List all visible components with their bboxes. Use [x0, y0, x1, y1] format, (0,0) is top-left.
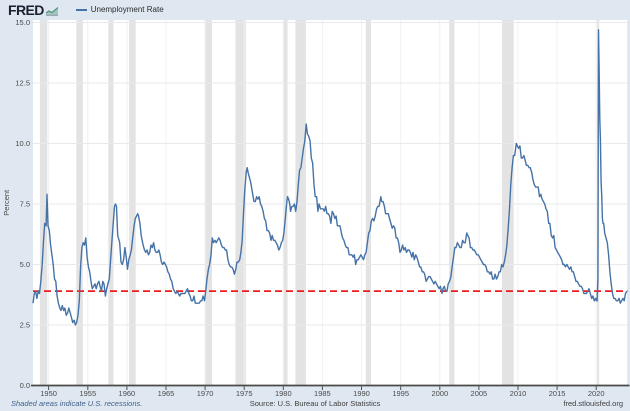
x-tick-label: 1970: [197, 389, 214, 398]
legend-label: Unemployment Rate: [90, 5, 164, 14]
x-tick-label: 2015: [549, 389, 566, 398]
x-tick-label: 1955: [79, 389, 96, 398]
y-tick-label: 7.5: [20, 200, 30, 209]
x-tick-label: 2010: [510, 389, 527, 398]
x-tick-label: 1950: [40, 389, 57, 398]
plot-area[interactable]: [33, 20, 628, 386]
y-tick-label: 0.0: [20, 381, 30, 390]
x-tick-label: 1965: [158, 389, 175, 398]
recession-band: [204, 20, 212, 386]
y-tick-label: 15.0: [15, 18, 30, 27]
recession-band: [39, 20, 48, 386]
x-tick-label: 1995: [392, 389, 409, 398]
recession-band: [76, 20, 83, 386]
fred-url-link[interactable]: fred.stlouisfed.org: [563, 399, 623, 408]
fred-logo[interactable]: FRED: [8, 3, 59, 17]
x-tick-label: 1980: [275, 389, 292, 398]
recession-band: [129, 20, 136, 386]
recession-band: [502, 20, 514, 386]
y-axis-title: Percent: [2, 189, 11, 216]
recession-band: [365, 20, 371, 386]
recession-band: [108, 20, 114, 386]
x-tick-label: 1990: [353, 389, 370, 398]
chart-header: FRED Unemployment Rate: [0, 0, 630, 20]
x-tick-label: 1960: [119, 389, 136, 398]
fred-logo-text: FRED: [8, 2, 44, 18]
x-tick-label: 1975: [236, 389, 253, 398]
legend-line-swatch: [75, 9, 87, 11]
recession-band: [235, 20, 246, 386]
x-tick-label: 1985: [314, 389, 331, 398]
y-tick-label: 12.5: [15, 79, 30, 88]
source-note: Source: U.S. Bureau of Labor Statistics: [249, 399, 381, 408]
y-tick-label: 5.0: [20, 260, 30, 269]
fred-sparkline-icon: [45, 7, 59, 16]
y-tick-label: 2.5: [20, 321, 30, 330]
recession-band: [449, 20, 455, 386]
x-tick-label: 2000: [431, 389, 448, 398]
y-tick-label: 10.0: [15, 139, 30, 148]
recession-band: [283, 20, 288, 386]
legend-item-unemployment-rate[interactable]: Unemployment Rate: [75, 5, 164, 14]
chart-footer: Shaded areas indicate U.S. recessions. S…: [0, 399, 630, 411]
x-tick-label: 2005: [471, 389, 488, 398]
recession-note: Shaded areas indicate U.S. recessions.: [11, 399, 143, 408]
unemployment-rate-line: [32, 29, 628, 326]
x-tick-label: 2020: [588, 389, 605, 398]
recession-band: [295, 20, 306, 386]
